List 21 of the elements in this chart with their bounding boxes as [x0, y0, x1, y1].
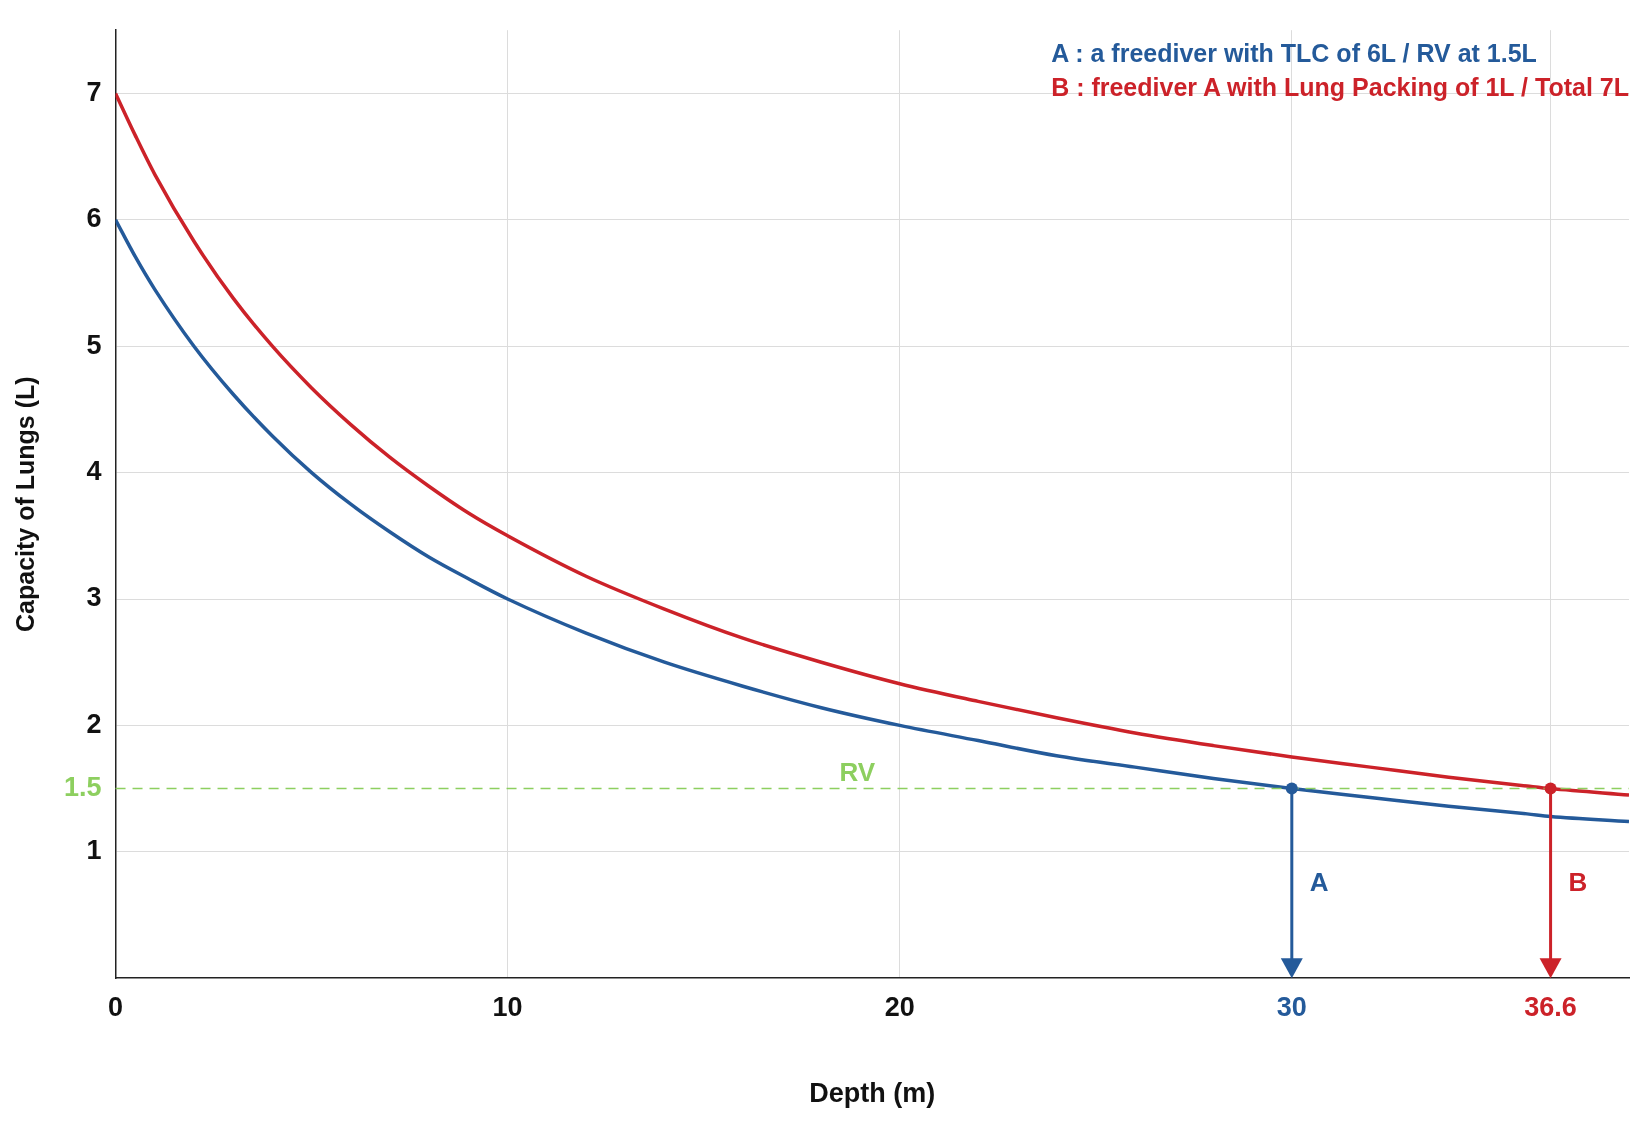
x-tick-label: 30: [1276, 991, 1307, 1022]
y-tick-label: 4: [86, 456, 102, 487]
y-axis-title: Capacity of Lungs (L): [10, 376, 39, 632]
x-tick-label: 10: [492, 991, 523, 1022]
annotation: A: [1309, 866, 1329, 897]
ref-line-label: RV: [839, 756, 876, 787]
line-series: [115, 218, 1629, 824]
y-tick-label: 3: [86, 582, 102, 613]
y-tick-label: 2: [86, 708, 102, 739]
text: A : a freediver with TLC of 6L / RV at 1.5L: [1051, 38, 1538, 69]
y-tick-label: 1.5: [63, 772, 102, 803]
x-tick-label: 0: [108, 991, 124, 1022]
annotation: B: [1568, 866, 1588, 897]
x-axis-title: Depth (m): [809, 1078, 936, 1109]
x-tick-label: 20: [884, 991, 915, 1022]
y-tick-label: 6: [86, 203, 102, 234]
y-tick-label: 1: [86, 835, 102, 866]
text: B : freediver A with Lung Packing of 1L / Total 7L: [1051, 72, 1629, 103]
y-tick-label: 5: [86, 329, 102, 360]
y-tick-label: 7: [86, 76, 102, 107]
x-tick-label: 36.6: [1524, 991, 1577, 1022]
